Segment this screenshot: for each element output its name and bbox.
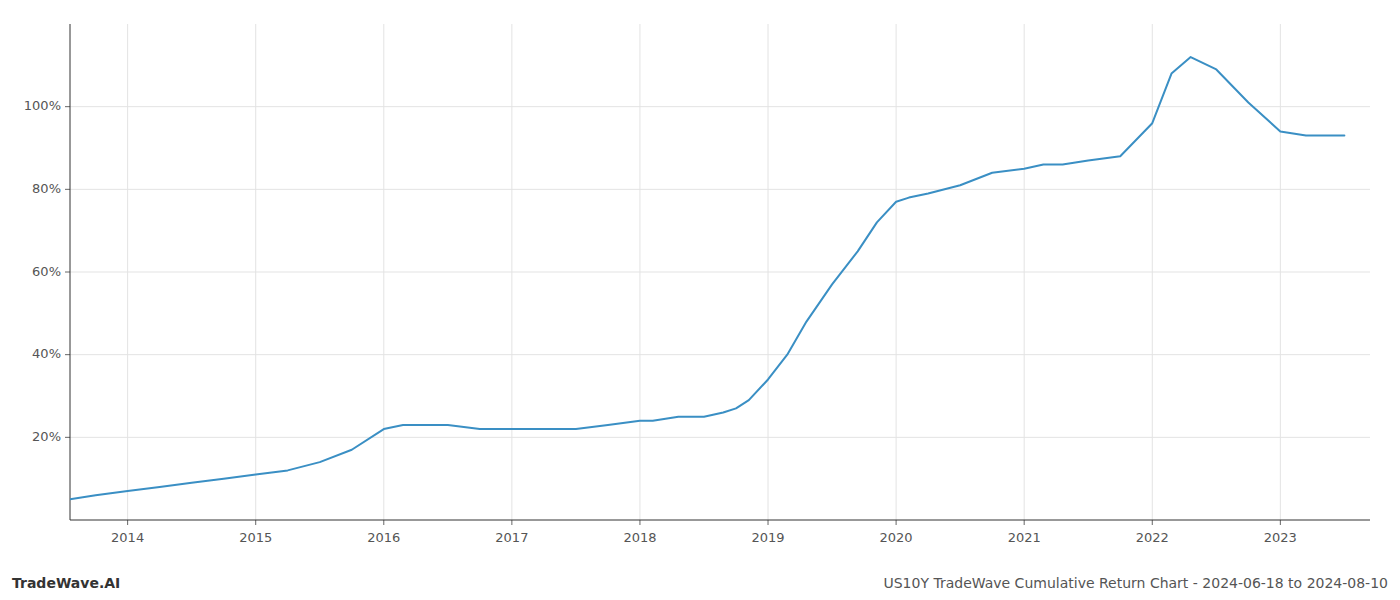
x-grid-line <box>1152 24 1153 520</box>
x-tick-label: 2022 <box>1136 530 1169 545</box>
plot-area <box>70 57 1344 499</box>
y-grid-line <box>70 354 1370 355</box>
y-tick <box>65 272 70 273</box>
x-tick <box>383 520 384 525</box>
x-tick-label: 2020 <box>880 530 913 545</box>
x-tick-label: 2015 <box>239 530 272 545</box>
x-tick-label: 2017 <box>495 530 528 545</box>
y-tick-label: 40% <box>32 346 61 361</box>
x-tick <box>896 520 897 525</box>
x-grid-line <box>1280 24 1281 520</box>
x-axis-line <box>70 520 1370 521</box>
y-grid-line <box>70 189 1370 190</box>
y-axis-line <box>70 24 71 520</box>
x-tick <box>255 520 256 525</box>
x-tick <box>1024 520 1025 525</box>
series-line <box>70 57 1344 499</box>
y-grid-line <box>70 272 1370 273</box>
y-tick-label: 100% <box>24 98 61 113</box>
x-grid-line <box>639 24 640 520</box>
y-tick-label: 80% <box>32 181 61 196</box>
x-grid-line <box>255 24 256 520</box>
x-grid-line <box>127 24 128 520</box>
y-grid-line <box>70 437 1370 438</box>
footer-right: US10Y TradeWave Cumulative Return Chart … <box>883 575 1388 591</box>
x-grid-line <box>1024 24 1025 520</box>
x-tick-label: 2016 <box>367 530 400 545</box>
x-grid-line <box>768 24 769 520</box>
x-tick <box>639 520 640 525</box>
y-tick-label: 60% <box>32 264 61 279</box>
x-tick <box>127 520 128 525</box>
x-tick <box>768 520 769 525</box>
y-tick <box>65 437 70 438</box>
x-grid-line <box>383 24 384 520</box>
chart-svg: 20% 40% 60% 80% 100% 2014 2015 2016 2017 2018 2019… <box>0 0 1400 600</box>
x-tick-label: 2018 <box>623 530 656 545</box>
grid <box>70 24 1370 520</box>
y-tick <box>65 189 70 190</box>
y-tick-label: 20% <box>32 429 61 444</box>
axes <box>65 24 1370 525</box>
texts: 20% 40% 60% 80% 100% 2014 2015 2016 2017 2018 2019… <box>12 98 1388 591</box>
x-tick-label: 2014 <box>111 530 144 545</box>
x-tick-label: 2021 <box>1008 530 1041 545</box>
x-tick-label: 2023 <box>1264 530 1297 545</box>
y-tick <box>65 106 70 107</box>
y-tick <box>65 354 70 355</box>
x-tick <box>511 520 512 525</box>
x-tick <box>1152 520 1153 525</box>
footer-left: TradeWave.AI <box>12 575 120 591</box>
y-grid-line <box>70 106 1370 107</box>
x-grid-line <box>511 24 512 520</box>
x-tick-label: 2019 <box>751 530 784 545</box>
x-tick <box>1280 520 1281 525</box>
chart-container: 20% 40% 60% 80% 100% 2014 2015 2016 2017 2018 2019… <box>0 0 1400 600</box>
x-grid-line <box>896 24 897 520</box>
